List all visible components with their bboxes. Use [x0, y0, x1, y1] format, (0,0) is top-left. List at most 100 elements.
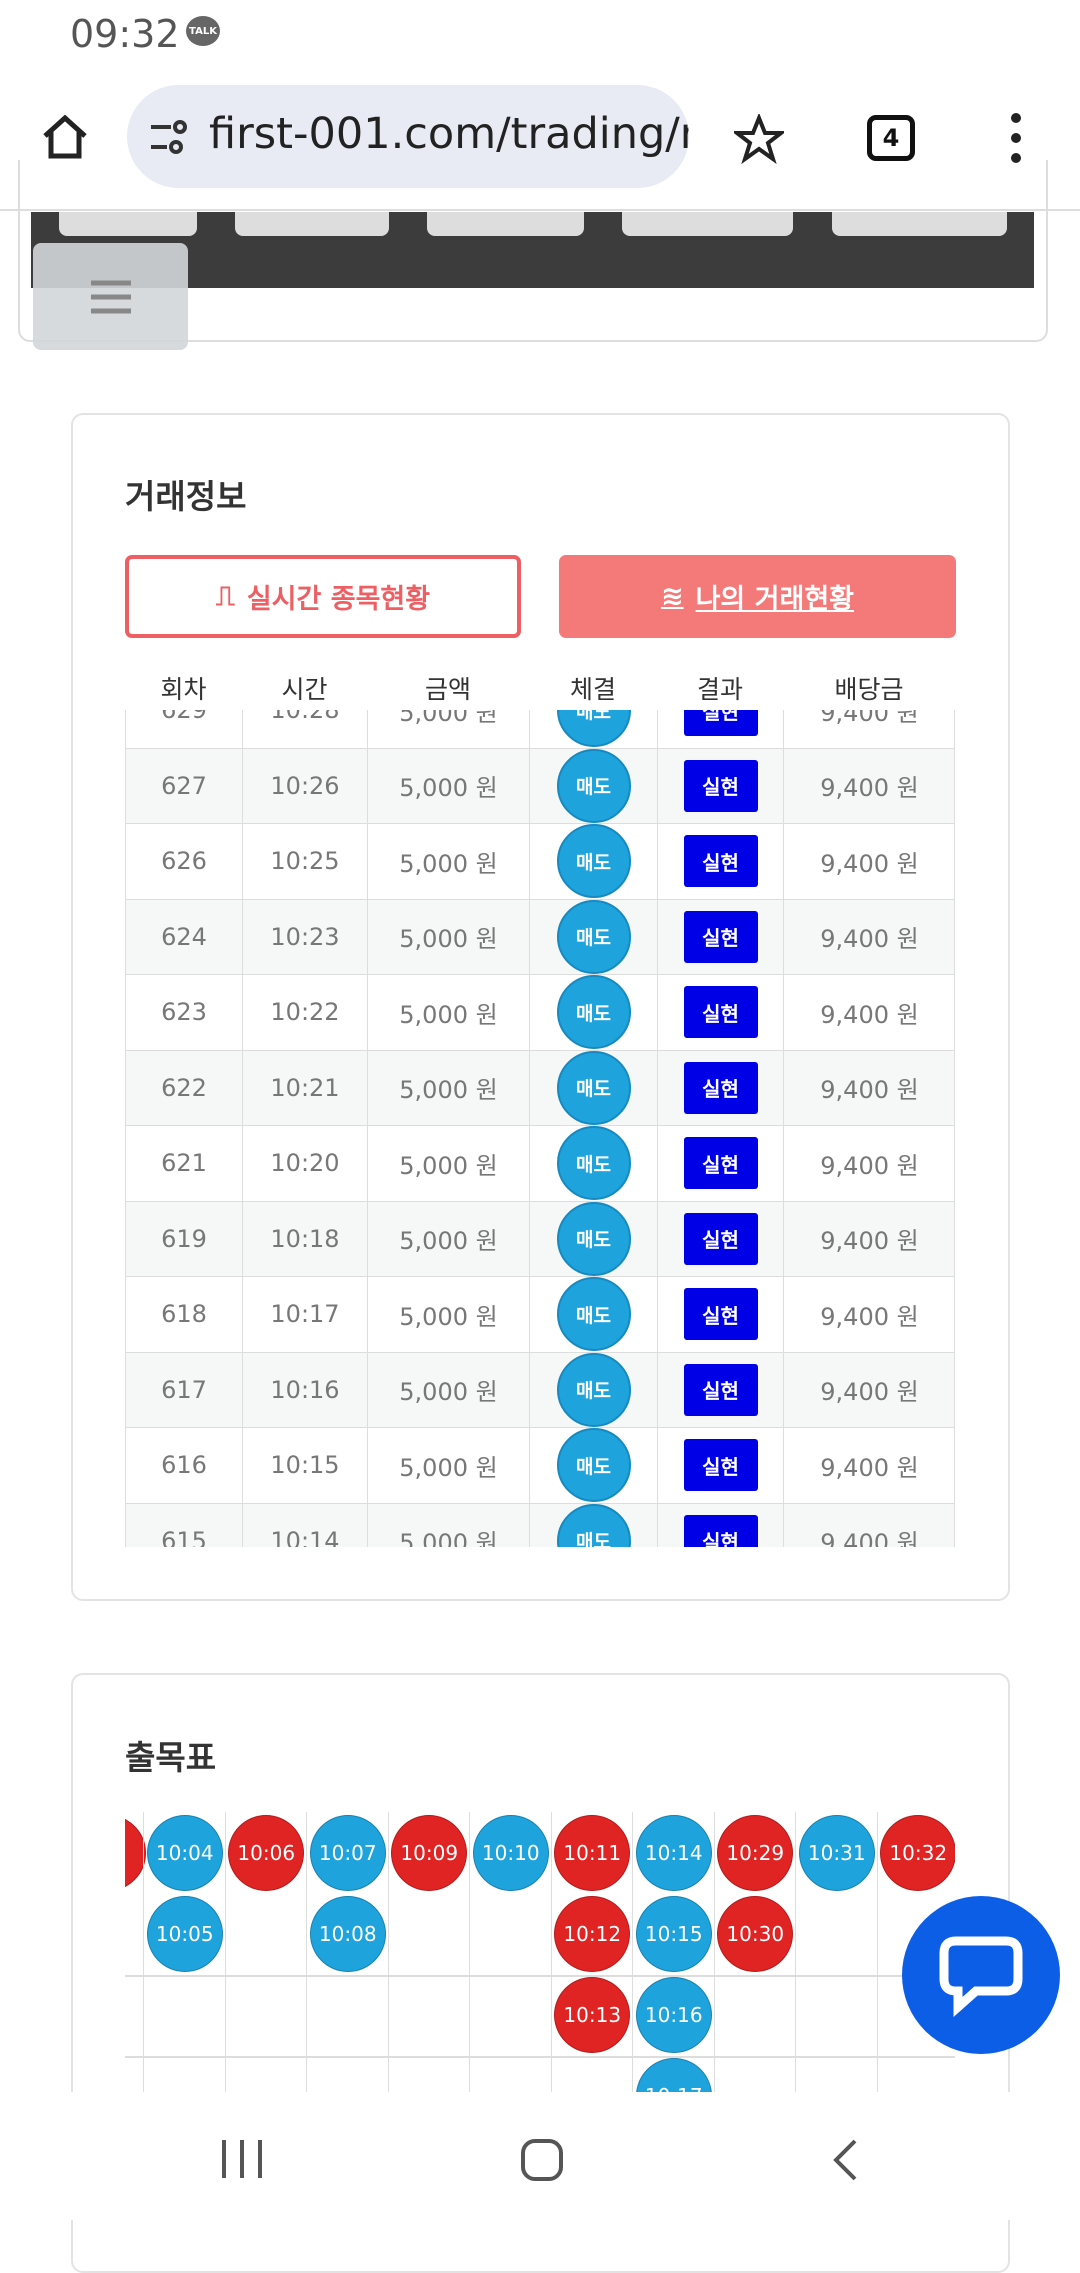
table-cell: 621: [126, 1126, 243, 1201]
table-cell: 9,400 원: [784, 900, 954, 975]
table-cell: 622: [126, 1050, 243, 1125]
table-cell: 616: [126, 1428, 243, 1503]
table-cell: 9,400 원: [784, 1353, 954, 1428]
grid-line: [387, 1812, 389, 2092]
table-row: 621 10:20 5,000 원 매도 실현 9,400 원: [126, 1126, 954, 1202]
side-badge: 매도: [556, 710, 631, 748]
table-cell: 매도: [530, 1277, 658, 1352]
chat-button[interactable]: [902, 1896, 1060, 2054]
grid-line: [469, 1812, 470, 2092]
board-circle: 10:05: [146, 1896, 223, 1972]
table-cell: 10:17: [243, 1277, 368, 1352]
hamburger-button[interactable]: [33, 243, 188, 350]
table-cell: 5,000 원: [368, 1126, 530, 1201]
table-row: 622 10:21 5,000 원 매도 실현 9,400 원: [126, 1050, 954, 1126]
table-cell: 9,400 원: [784, 1202, 954, 1277]
result-badge: 실현: [683, 910, 758, 963]
board-circle: 10:14: [635, 1815, 712, 1891]
home-button[interactable]: [40, 112, 90, 162]
side-badge: 매도: [556, 824, 631, 899]
table-cell: 매도: [530, 1126, 658, 1201]
menu-dots[interactable]: [1006, 112, 1026, 164]
column-header: 금액: [424, 675, 471, 704]
result-badge: 실현: [683, 1363, 758, 1416]
grid-line: [632, 1812, 633, 2092]
home-nav-button[interactable]: [520, 2138, 564, 2182]
status-time: 09:32: [70, 12, 180, 56]
table-cell: 5,000 원: [368, 1428, 530, 1503]
table-cell: 10:20: [243, 1126, 368, 1201]
table-cell: 9,400 원: [784, 1051, 954, 1126]
grid-line: [125, 1975, 955, 1977]
board-circle: 10:29: [717, 1815, 794, 1891]
my-trades-tab[interactable]: ≋ 나의 거래현황: [559, 555, 956, 638]
table-cell: 9,400 원: [784, 824, 954, 899]
url-bar[interactable]: first-001.com/trading/re: [127, 85, 689, 188]
side-badge: 매도: [556, 1126, 631, 1201]
board-circle: 10:11: [554, 1815, 631, 1891]
table-cell: 실현: [658, 824, 784, 899]
board-circle: 10:07: [309, 1815, 386, 1891]
table-cell: 629: [126, 710, 243, 748]
board-circle: 10:04: [146, 1815, 223, 1891]
result-badge: 실현: [683, 1514, 758, 1547]
table-cell: 매도: [530, 975, 658, 1050]
table-cell: 실현: [658, 1277, 784, 1352]
table-cell: 매도: [530, 1352, 658, 1427]
table-cell: 실현: [658, 748, 784, 823]
table-cell: 5,000 원: [368, 1050, 530, 1125]
board-circle: 10:09: [391, 1815, 468, 1891]
back-button[interactable]: [830, 2138, 860, 2182]
board-circle: 10:16: [635, 1977, 712, 2053]
result-badge: 실현: [683, 835, 758, 888]
strip-tab: [235, 212, 389, 236]
table-cell: 실현: [658, 1050, 784, 1125]
side-badge: 매도: [556, 899, 631, 974]
toolbar-divider: [0, 209, 1080, 211]
table-cell: 실현: [658, 899, 784, 974]
table-header: 회차 시간 금액 체결 결과 배당금: [125, 668, 955, 708]
grid-line: [306, 1812, 307, 2092]
site-info-icon: [151, 120, 187, 154]
table-body: 629 10:28 5,000 원 매도 실현 9,400 원 627 10:26 5,000 …: [125, 710, 955, 1547]
table-row: 615 10:14 5,000 원 매도 실현 9,400 원: [126, 1503, 954, 1547]
column-header: 시간: [281, 675, 328, 704]
table-cell: 10:14: [243, 1503, 368, 1547]
table-cell: 10:15: [243, 1428, 368, 1503]
table-row: 617 10:16 5,000 원 매도 실현 9,400 원: [126, 1352, 954, 1428]
table-cell: 10:28: [243, 710, 368, 748]
table-cell: 5,000 원: [368, 1277, 530, 1352]
top-card: [18, 160, 1048, 342]
table-cell: 626: [126, 824, 243, 899]
talk-icon: TALK: [186, 16, 220, 46]
table-cell: 5,000 원: [368, 975, 530, 1050]
board-title: 출목표: [125, 1738, 217, 1777]
result-badge: 실현: [683, 710, 758, 737]
recents-button[interactable]: [220, 2138, 264, 2180]
realtime-tab[interactable]: ⎍ 실시간 종목현황: [125, 555, 521, 638]
board-circle: 10:30: [717, 1896, 794, 1972]
table-cell: 9,400 원: [784, 975, 954, 1050]
table-cell: 617: [126, 1352, 243, 1427]
table-cell: 9,400 원: [784, 749, 954, 824]
board-circle: 10:12: [554, 1896, 631, 1972]
table-row: 618 10:17 5,000 원 매도 실현 9,400 원: [126, 1277, 954, 1353]
table-cell: 618: [126, 1277, 243, 1352]
table-cell: 10:22: [243, 975, 368, 1050]
table-cell: 623: [126, 975, 243, 1050]
table-cell: 실현: [658, 1428, 784, 1503]
bookmark-star[interactable]: [734, 114, 784, 164]
table-cell: 매도: [530, 710, 658, 748]
side-badge: 매도: [556, 1201, 631, 1276]
tab-count[interactable]: 4: [867, 115, 915, 161]
side-badge: 매도: [556, 1503, 631, 1547]
strip-tab: [427, 212, 584, 236]
table-cell: 9,400 원: [784, 710, 954, 748]
table-cell: 실현: [658, 1126, 784, 1201]
table-cell: 5,000 원: [368, 899, 530, 974]
screen: 09:32 TALK first-001.com/trading/re 4 거래…: [0, 12, 1080, 2273]
side-badge: 매도: [556, 1352, 631, 1427]
table-row: 626 10:25 5,000 원 매도 실현 9,400 원: [126, 824, 954, 900]
table-cell: 매도: [530, 824, 658, 899]
table-cell: 실현: [658, 1201, 784, 1276]
